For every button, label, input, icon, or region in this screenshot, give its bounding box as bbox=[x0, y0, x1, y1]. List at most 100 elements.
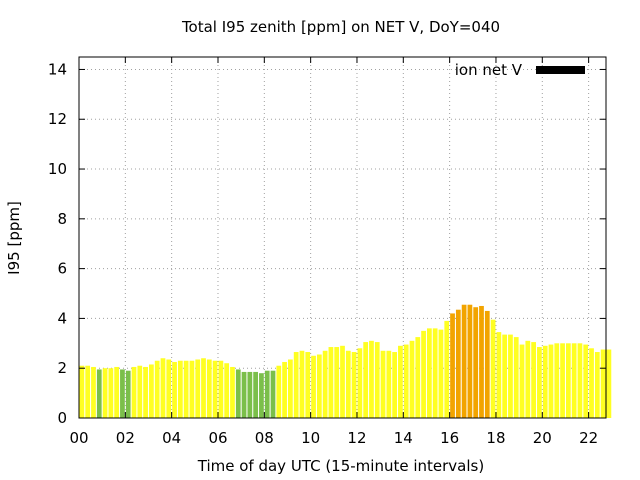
bar bbox=[490, 319, 496, 418]
legend-swatch bbox=[536, 66, 585, 74]
bar bbox=[264, 370, 270, 418]
bar bbox=[577, 343, 583, 418]
bar bbox=[293, 352, 299, 418]
x-tick-label: 08 bbox=[255, 429, 274, 447]
y-tick-label: 4 bbox=[57, 309, 67, 327]
bar bbox=[311, 355, 316, 418]
bar bbox=[398, 345, 403, 418]
bar bbox=[600, 349, 606, 418]
bar bbox=[548, 344, 554, 418]
bar bbox=[189, 360, 195, 418]
bar bbox=[484, 310, 490, 418]
bar bbox=[143, 366, 148, 418]
bar bbox=[316, 354, 322, 418]
x-tick-label: 12 bbox=[347, 429, 366, 447]
bar bbox=[91, 366, 96, 418]
legend-label: ion net V bbox=[455, 61, 523, 79]
bar bbox=[340, 345, 345, 418]
bar bbox=[403, 344, 409, 418]
bar bbox=[114, 366, 120, 418]
bar bbox=[166, 359, 172, 418]
legend: ion net V bbox=[455, 61, 585, 79]
bar bbox=[583, 344, 589, 418]
y-axis-label: I95 [ppm] bbox=[5, 201, 23, 275]
bar bbox=[508, 334, 513, 418]
bar bbox=[345, 350, 351, 418]
bar bbox=[299, 350, 305, 418]
bar bbox=[230, 366, 235, 418]
bar bbox=[241, 371, 247, 418]
bar bbox=[149, 364, 154, 418]
bar bbox=[415, 337, 421, 418]
bar bbox=[455, 309, 461, 418]
bar bbox=[438, 329, 444, 418]
bar bbox=[328, 347, 334, 418]
y-tick-label: 12 bbox=[48, 110, 67, 128]
x-axis-label: Time of day UTC (15-minute intervals) bbox=[197, 457, 484, 475]
bar bbox=[444, 320, 450, 418]
bar bbox=[473, 307, 479, 418]
bar bbox=[224, 363, 230, 418]
bar bbox=[96, 369, 102, 418]
y-tick-label: 10 bbox=[48, 160, 67, 178]
bar bbox=[386, 350, 392, 418]
chart-title: Total I95 zenith [ppm] on NET V, DoY=040 bbox=[181, 18, 500, 36]
y-tick-label: 6 bbox=[57, 260, 67, 278]
y-tick-label: 8 bbox=[57, 210, 67, 228]
bar bbox=[554, 343, 560, 418]
x-tick-label: 02 bbox=[116, 429, 135, 447]
bar bbox=[565, 343, 571, 418]
bar bbox=[479, 305, 484, 418]
bar bbox=[253, 371, 259, 418]
bar bbox=[467, 304, 473, 418]
bar bbox=[380, 350, 386, 418]
bar bbox=[154, 360, 160, 418]
x-tick-label: 20 bbox=[533, 429, 552, 447]
x-tick-label: 14 bbox=[394, 429, 413, 447]
bar bbox=[212, 360, 218, 418]
bar bbox=[218, 360, 224, 418]
bar bbox=[513, 337, 519, 418]
bar bbox=[594, 352, 600, 418]
y-tick-label: 14 bbox=[48, 60, 67, 78]
bar bbox=[525, 340, 531, 418]
bar bbox=[85, 365, 91, 418]
bar bbox=[102, 368, 108, 418]
bar bbox=[432, 328, 438, 418]
bar bbox=[502, 334, 508, 418]
bar bbox=[369, 340, 374, 418]
bar bbox=[125, 370, 131, 418]
bar bbox=[351, 352, 357, 418]
x-tick-label: 22 bbox=[579, 429, 598, 447]
bar bbox=[357, 348, 363, 418]
bar bbox=[450, 313, 455, 418]
bar bbox=[461, 304, 467, 418]
bar bbox=[270, 370, 276, 418]
bar bbox=[259, 373, 264, 418]
plot-frame bbox=[78, 56, 607, 419]
bar bbox=[531, 342, 536, 418]
bar bbox=[421, 330, 426, 418]
bar bbox=[282, 361, 287, 418]
bar bbox=[409, 340, 415, 418]
y-tick-label: 2 bbox=[57, 359, 67, 377]
bar bbox=[374, 342, 380, 418]
bar bbox=[288, 359, 293, 418]
bar bbox=[183, 360, 189, 418]
bar bbox=[201, 358, 206, 418]
x-tick-label: 06 bbox=[208, 429, 227, 447]
bar bbox=[305, 352, 311, 418]
bar bbox=[322, 350, 328, 418]
bar bbox=[363, 342, 369, 418]
bar bbox=[247, 371, 253, 418]
bar bbox=[560, 343, 565, 418]
bar bbox=[334, 347, 340, 418]
bar bbox=[131, 366, 137, 418]
bar bbox=[392, 352, 397, 418]
bar bbox=[120, 369, 125, 418]
x-tick-label: 04 bbox=[162, 429, 181, 447]
x-tick-label: 10 bbox=[301, 429, 320, 447]
bar bbox=[426, 328, 432, 418]
